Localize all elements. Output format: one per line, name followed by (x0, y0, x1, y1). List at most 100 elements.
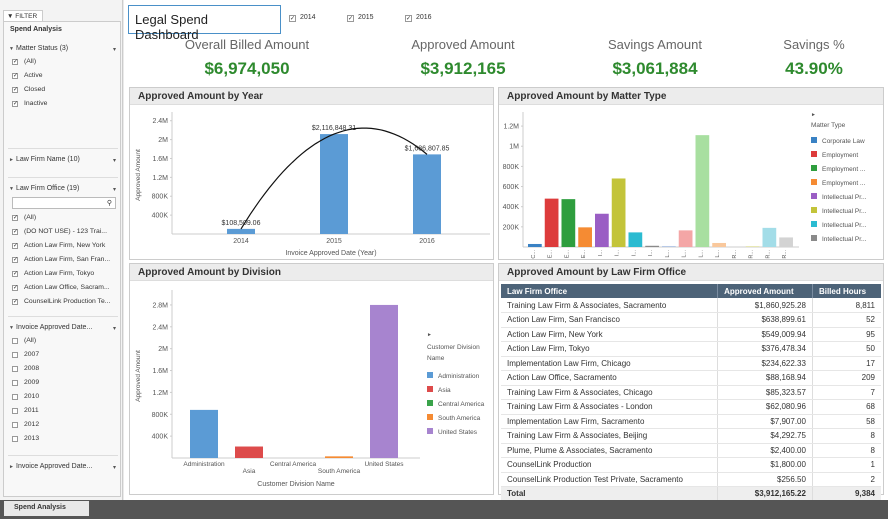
checkbox-icon[interactable] (12, 380, 18, 386)
table-row[interactable]: Action Law Firm, San Francisco $638,899.6… (501, 312, 881, 328)
bar[interactable] (320, 134, 348, 234)
table-row[interactable]: Plume, Plume & Associates, Sacramento $2,… (501, 443, 881, 458)
filter-option[interactable]: ✓ CounselLink Production Te... (4, 295, 122, 309)
table-row[interactable]: Implementation Law Firm, Sacramento $7,90… (501, 414, 881, 429)
legend-expand-icon[interactable]: ► (811, 112, 816, 118)
legend-item[interactable]: Employment ... (811, 163, 883, 177)
bar[interactable] (544, 198, 559, 247)
bar[interactable] (678, 230, 693, 247)
filter-option[interactable]: 2012 (4, 418, 122, 432)
filter-option[interactable]: ✓ Action Law Office, Sacram... (4, 281, 122, 295)
checkbox-icon[interactable]: ✓ (12, 299, 19, 305)
bar[interactable] (628, 232, 643, 247)
dropdown-arrow-icon[interactable]: ▾ (112, 187, 116, 193)
bar[interactable] (645, 245, 659, 247)
bar[interactable] (662, 245, 676, 247)
bar[interactable] (745, 246, 760, 247)
dropdown-arrow-icon[interactable]: ▾ (112, 47, 116, 53)
checkbox-icon[interactable]: ✓ (12, 215, 19, 221)
checkbox-icon[interactable] (12, 338, 18, 344)
bar[interactable] (561, 199, 576, 247)
dropdown-arrow-icon[interactable]: ▾ (112, 326, 116, 332)
filter-tab[interactable]: ▼ FILTER (3, 10, 43, 22)
column-header[interactable]: Law Firm Office (501, 284, 718, 298)
filter-option[interactable]: 2009 (4, 376, 122, 390)
filter-option[interactable]: 2011 (4, 404, 122, 418)
bar[interactable] (190, 409, 218, 458)
checkbox-icon[interactable]: ✓ (12, 59, 19, 65)
legend-item[interactable]: Employment (811, 149, 883, 163)
bar[interactable] (235, 446, 263, 458)
table-row[interactable]: Action Law Firm, Tokyo $376,478.34 50 (501, 341, 881, 357)
filter-option[interactable]: ✓ (DO NOT USE) - 123 Trai... (4, 225, 122, 239)
legend-item[interactable]: Employment ... (811, 177, 883, 191)
year-checkbox-2016[interactable]: ✓ 2016 (405, 14, 432, 22)
checkbox-icon[interactable]: ✓ (12, 257, 19, 263)
checkbox-icon[interactable]: ✓ (289, 15, 296, 22)
checkbox-icon[interactable] (12, 408, 18, 414)
bar[interactable] (325, 456, 353, 458)
table-row[interactable]: CounselLink Production Test Private, Sac… (501, 472, 881, 487)
filter-option[interactable]: ✓ (All) (4, 55, 122, 69)
legend-expand-icon[interactable]: ► (427, 332, 432, 338)
checkbox-icon[interactable]: ✓ (12, 101, 19, 107)
checkbox-icon[interactable]: ✓ (405, 15, 412, 22)
table-row[interactable]: Training Law Firm & Associates - London $… (501, 399, 881, 415)
filter-option[interactable]: ✓ (All) (4, 211, 122, 225)
filter-option[interactable]: ✓ Action Law Firm, San Fran... (4, 253, 122, 267)
filter-option[interactable]: ✓ Action Law Firm, Tokyo (4, 267, 122, 281)
legend-item[interactable]: Intellectual Pr... (811, 233, 883, 247)
legend-item[interactable]: Intellectual Pr... (811, 205, 883, 219)
table-row[interactable]: Training Law Firm & Associates, Sacramen… (501, 298, 881, 313)
bar[interactable] (413, 154, 441, 234)
table-row[interactable]: Action Law Office, Sacramento $88,168.94 2… (501, 370, 881, 386)
law-firm-office-search-input[interactable]: ⚲ (12, 197, 116, 209)
checkbox-icon[interactable] (12, 352, 18, 358)
legend-item[interactable]: Administration (427, 370, 493, 384)
checkbox-icon[interactable] (12, 436, 18, 442)
table-row[interactable]: Training Law Firm & Associates, Chicago $… (501, 385, 881, 400)
matter-status-header[interactable]: ▼ Matter Status (3) ▾ (4, 42, 122, 55)
checkbox-icon[interactable]: ✓ (12, 271, 19, 277)
legend-item[interactable]: South America (427, 412, 493, 426)
invoice-date-2-header[interactable]: ► Invoice Approved Date... ▾ (4, 460, 122, 473)
checkbox-icon[interactable]: ✓ (12, 285, 19, 291)
search-icon[interactable]: ⚲ (106, 200, 112, 207)
checkbox-icon[interactable]: ✓ (12, 87, 19, 93)
bar[interactable] (695, 135, 710, 247)
legend-item[interactable]: United States (427, 426, 493, 440)
filter-option[interactable]: (All) (4, 334, 122, 348)
law-firm-name-header[interactable]: ► Law Firm Name (10) ▾ (4, 153, 122, 166)
filter-option[interactable]: ✓ Closed (4, 83, 122, 97)
filter-option[interactable]: 2013 (4, 432, 122, 446)
checkbox-icon[interactable]: ✓ (347, 15, 354, 22)
legend-item[interactable]: Corporate Law (811, 135, 883, 149)
legend-item[interactable]: Asia (427, 384, 493, 398)
bar[interactable] (528, 243, 542, 247)
bar[interactable] (712, 242, 726, 247)
filter-option[interactable]: 2007 (4, 348, 122, 362)
filter-option[interactable]: ✓ Inactive (4, 97, 122, 111)
year-checkbox-2015[interactable]: ✓ 2015 (347, 14, 374, 22)
year-checkbox-2014[interactable]: ✓ 2014 (289, 14, 316, 22)
table-row[interactable]: Training Law Firm & Associates, Beijing $… (501, 428, 881, 444)
checkbox-icon[interactable]: ✓ (12, 229, 19, 235)
legend-item[interactable]: Central America (427, 398, 493, 412)
dropdown-arrow-icon[interactable]: ▾ (112, 158, 116, 164)
checkbox-icon[interactable] (12, 366, 18, 372)
bar[interactable] (762, 227, 777, 247)
table-row[interactable]: CounselLink Production $1,800.00 1 (501, 457, 881, 473)
dropdown-arrow-icon[interactable]: ▾ (112, 465, 116, 471)
bar[interactable] (370, 304, 398, 458)
filter-option[interactable]: ✓ Active (4, 69, 122, 83)
bar[interactable] (779, 237, 793, 247)
bar[interactable] (595, 213, 609, 247)
bar[interactable] (227, 228, 255, 234)
law-firm-office-header[interactable]: ▼ Law Firm Office (19) ▾ (4, 182, 122, 195)
table-row[interactable]: Action Law Firm, New York $549,009.94 95 (501, 327, 881, 342)
filter-option[interactable]: 2010 (4, 390, 122, 404)
column-header[interactable]: Approved Amount (717, 284, 813, 298)
filter-option[interactable]: 2008 (4, 362, 122, 376)
checkbox-icon[interactable]: ✓ (12, 243, 19, 249)
checkbox-icon[interactable] (12, 422, 18, 428)
